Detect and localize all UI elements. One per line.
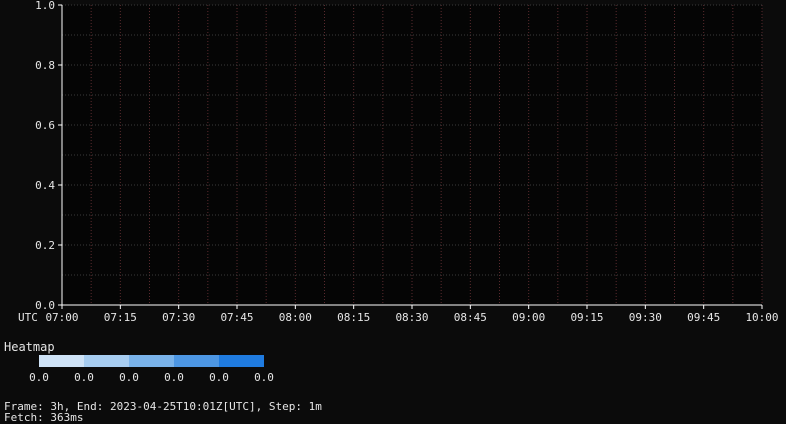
legend-label: 0.0 <box>29 371 49 384</box>
y-tick-label: 0.6 <box>35 119 55 132</box>
frame-info: Frame: 3h, End: 2023-04-25T10:01Z[UTC], … <box>4 400 322 413</box>
legend-label: 0.0 <box>164 371 184 384</box>
x-tick-label: 07:30 <box>162 311 195 324</box>
legend-color-scale <box>39 355 264 367</box>
timezone-label: UTC <box>18 311 38 324</box>
legend-label: 0.0 <box>254 371 274 384</box>
y-tick-label: 0.8 <box>35 59 55 72</box>
y-tick-label: 0.2 <box>35 239 55 252</box>
x-tick-label: 10:00 <box>745 311 778 324</box>
y-tick-label: 0.0 <box>35 299 55 312</box>
x-tick-label: 08:15 <box>337 311 370 324</box>
y-tick-label: 0.4 <box>35 179 55 192</box>
x-tick-label: 09:30 <box>629 311 662 324</box>
x-tick-label: 09:15 <box>570 311 603 324</box>
x-tick-label: 08:45 <box>454 311 487 324</box>
x-tick-label: 07:00 <box>45 311 78 324</box>
x-tick-label: 09:45 <box>687 311 720 324</box>
legend-swatch <box>219 355 264 367</box>
legend-swatch <box>39 355 84 367</box>
x-tick-label: 07:15 <box>104 311 137 324</box>
legend-swatch <box>174 355 219 367</box>
legend-title: Heatmap <box>4 340 55 354</box>
legend-label: 0.0 <box>119 371 139 384</box>
x-tick-label: 08:00 <box>279 311 312 324</box>
legend-swatch <box>129 355 174 367</box>
legend-label: 0.0 <box>74 371 94 384</box>
legend-swatch <box>84 355 129 367</box>
y-tick-label: 1.0 <box>35 0 55 12</box>
x-tick-label: 07:45 <box>220 311 253 324</box>
x-tick-label: 08:30 <box>395 311 428 324</box>
fetch-info: Fetch: 363ms <box>4 411 84 424</box>
legend-labels: 0.0 0.0 0.0 0.0 0.0 0.0 <box>0 371 786 385</box>
legend-label: 0.0 <box>209 371 229 384</box>
heatmap-chart: 0.0 0.2 0.4 0.6 0.8 1.0 07:00 07:15 07:30 07:45 08… <box>18 0 779 324</box>
x-tick-label: 09:00 <box>512 311 545 324</box>
